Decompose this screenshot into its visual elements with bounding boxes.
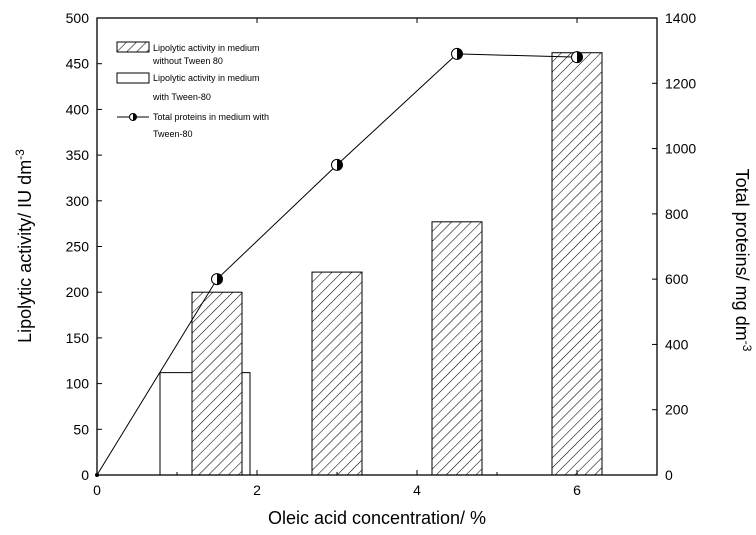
- bar-without-tween-2: [431, 221, 483, 476]
- y-axis-title: Lipolytic activity/ IU dm-3: [13, 149, 35, 343]
- y2-tick-label-5: 1000: [665, 141, 696, 157]
- y-axis-right: 0 200 400 600 800 1000 1200 1400: [652, 10, 696, 483]
- y2-tick-label-4: 800: [665, 206, 689, 222]
- protein-point-fill-3: [457, 48, 463, 60]
- bars: [159, 52, 603, 476]
- y-axis-left: 0 50 100 150 200 250 300 350 400 450 500: [66, 10, 102, 483]
- y-axis-title-sup: -3: [13, 149, 27, 160]
- y-tick-label-2: 100: [66, 376, 90, 392]
- y-tick-label-6: 300: [66, 193, 90, 209]
- y2-tick-label-7: 1400: [665, 10, 696, 26]
- legend-swatch-hatched: [116, 41, 150, 53]
- y-tick-label-8: 400: [66, 101, 90, 117]
- y-tick-label-0: 0: [81, 467, 89, 483]
- legend-label-open-1: Lipolytic activity in medium: [153, 73, 260, 83]
- bar-without-tween-3: [551, 52, 603, 476]
- legend-label-line-2: Tween-80: [153, 129, 193, 139]
- legend: Lipolytic activity in medium without Twe…: [116, 41, 269, 139]
- y-tick-label-4: 200: [66, 284, 90, 300]
- x-tick-label-2: 4: [413, 482, 421, 498]
- y-tick-label-5: 250: [66, 239, 90, 255]
- y-tick-label-1: 50: [73, 421, 89, 437]
- x-axis: 0 2 4 6: [93, 18, 581, 498]
- y2-axis-title-main: Total proteins/ mg dm: [732, 169, 752, 341]
- y2-axis-title: Total proteins/ mg dm-3: [732, 169, 754, 352]
- x-tick-label-1: 2: [253, 482, 261, 498]
- bar-without-tween-0: [191, 291, 243, 476]
- y-tick-label-3: 150: [66, 330, 90, 346]
- legend-marker-sample-half: [133, 113, 137, 121]
- bar-without-tween-1: [311, 271, 363, 476]
- y2-tick-label-6: 1200: [665, 75, 696, 91]
- y2-tick-label-1: 200: [665, 402, 689, 418]
- x-tick-label-0: 0: [93, 482, 101, 498]
- x-axis-title: Oleic acid concentration/ %: [268, 508, 486, 528]
- y2-tick-label-0: 0: [665, 467, 673, 483]
- y-axis-title-main: Lipolytic activity/ IU dm: [15, 160, 35, 343]
- legend-label-open-2: with Tween-80: [152, 92, 211, 102]
- y-tick-label-9: 450: [66, 56, 90, 72]
- y-tick-label-10: 500: [66, 10, 90, 26]
- legend-label-hatched-1: Lipolytic activity in medium: [153, 43, 260, 53]
- protein-point-fill-2: [337, 159, 343, 171]
- protein-point-fill-1: [217, 273, 223, 285]
- legend-label-line-1: Total proteins in medium with: [153, 112, 269, 122]
- protein-point-fill-4: [577, 51, 583, 63]
- y2-tick-label-3: 600: [665, 271, 689, 287]
- y2-tick-label-2: 400: [665, 336, 689, 352]
- y2-axis-title-sup: -3: [740, 341, 754, 352]
- legend-label-hatched-2: without Tween 80: [152, 56, 223, 66]
- x-tick-label-3: 6: [573, 482, 581, 498]
- legend-swatch-open: [116, 72, 150, 84]
- y-tick-label-7: 350: [66, 147, 90, 163]
